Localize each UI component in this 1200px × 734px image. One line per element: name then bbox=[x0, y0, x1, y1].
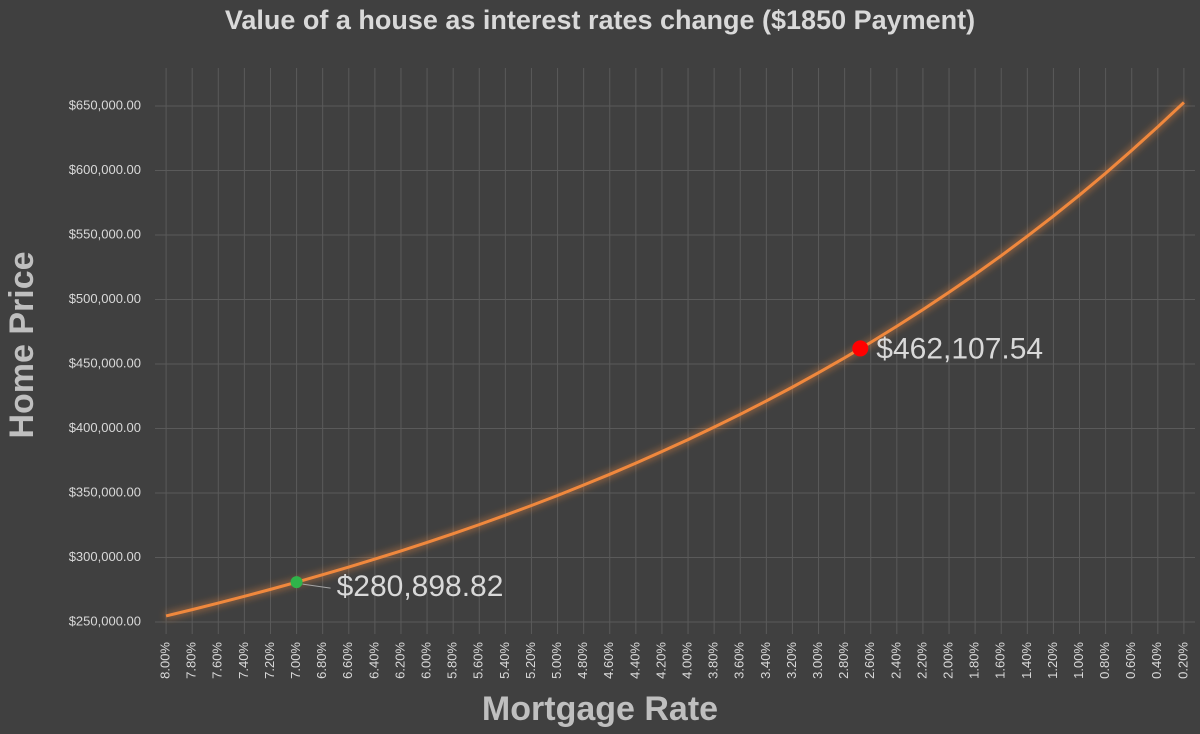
x-tick-label: 5.20% bbox=[523, 642, 538, 679]
y-tick-label: $400,000.00 bbox=[69, 420, 141, 435]
x-tick-label: 2.00% bbox=[940, 642, 955, 679]
x-axis-title: Mortgage Rate bbox=[482, 690, 718, 728]
x-tick-label: 8.00% bbox=[158, 642, 173, 679]
y-tick-label: $250,000.00 bbox=[69, 613, 141, 628]
y-tick-label: $450,000.00 bbox=[69, 355, 141, 370]
x-tick-label: 1.60% bbox=[993, 642, 1008, 679]
chart-title: Value of a house as interest rates chang… bbox=[225, 5, 975, 35]
y-tick-label: $650,000.00 bbox=[69, 97, 141, 112]
x-tick-label: 0.60% bbox=[1123, 642, 1138, 679]
x-tick-label: 7.80% bbox=[184, 642, 199, 679]
x-tick-label: 4.60% bbox=[601, 642, 616, 679]
x-tick-label: 0.20% bbox=[1175, 642, 1190, 679]
x-tick-label: 2.60% bbox=[862, 642, 877, 679]
x-tick-label: 7.60% bbox=[210, 642, 225, 679]
x-tick-label: 2.40% bbox=[888, 642, 903, 679]
annotation-label: $280,898.82 bbox=[337, 570, 504, 603]
x-tick-label: 5.60% bbox=[471, 642, 486, 679]
x-tick-label: 3.20% bbox=[784, 642, 799, 679]
x-tick-label: 7.00% bbox=[288, 642, 303, 679]
x-tick-label: 4.40% bbox=[627, 642, 642, 679]
line bbox=[165, 101, 1185, 618]
leader-line bbox=[302, 583, 331, 589]
annotation-point bbox=[290, 576, 303, 589]
x-tick-label: 1.80% bbox=[967, 642, 982, 679]
x-tick-label: 6.00% bbox=[419, 642, 434, 679]
annotation-label: $462,107.54 bbox=[876, 332, 1043, 365]
x-tick-label: 0.40% bbox=[1149, 642, 1164, 679]
x-tick-label: 7.40% bbox=[236, 642, 251, 679]
x-tick-label: 2.20% bbox=[914, 642, 929, 679]
x-tick-label: 3.40% bbox=[758, 642, 773, 679]
x-tick-label: 3.60% bbox=[732, 642, 747, 679]
x-tick-label: 7.20% bbox=[262, 642, 277, 679]
x-tick-label: 6.20% bbox=[392, 642, 407, 679]
y-tick-label: $300,000.00 bbox=[69, 549, 141, 564]
x-tick-label: 6.80% bbox=[314, 642, 329, 679]
y-tick-label: $500,000.00 bbox=[69, 291, 141, 306]
annotation-point bbox=[852, 340, 869, 357]
x-tick-label: 6.40% bbox=[366, 642, 381, 679]
x-tick-label: 2.80% bbox=[836, 642, 851, 679]
y-tick-label: $350,000.00 bbox=[69, 484, 141, 499]
x-tick-label: 4.80% bbox=[575, 642, 590, 679]
x-tick-label: 4.20% bbox=[653, 642, 668, 679]
x-tick-label: 3.00% bbox=[810, 642, 825, 679]
x-tick-label: 0.80% bbox=[1097, 642, 1112, 679]
y-axis-title: Home Price bbox=[3, 251, 41, 438]
y-tick-label: $600,000.00 bbox=[69, 162, 141, 177]
x-tick-label: 4.00% bbox=[679, 642, 694, 679]
x-tick-label: 3.80% bbox=[706, 642, 721, 679]
x-tick-label: 6.60% bbox=[340, 642, 355, 679]
x-tick-label: 1.00% bbox=[1071, 642, 1086, 679]
x-tick-label: 5.40% bbox=[497, 642, 512, 679]
x-tick-label: 5.80% bbox=[445, 642, 460, 679]
x-tick-label: 1.20% bbox=[1045, 642, 1060, 679]
y-tick-label: $550,000.00 bbox=[69, 226, 141, 241]
x-tick-label: 5.00% bbox=[549, 642, 564, 679]
x-tick-label: 1.40% bbox=[1019, 642, 1034, 679]
